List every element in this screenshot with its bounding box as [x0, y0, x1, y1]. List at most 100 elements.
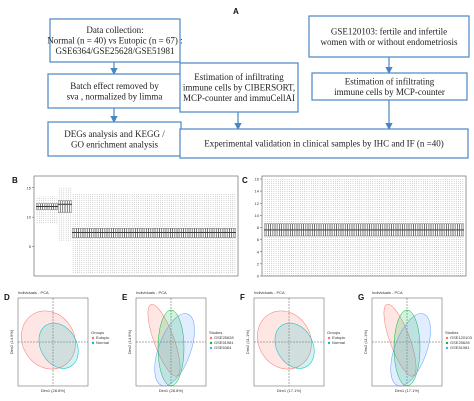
box — [109, 228, 112, 238]
box — [85, 228, 88, 238]
legend-label: Eutopic — [332, 335, 345, 340]
legend-swatch — [445, 341, 449, 345]
confidence-ellipse — [274, 322, 315, 369]
box — [102, 228, 105, 238]
x-axis-label: Dim1 (28.8%) — [159, 388, 184, 393]
box — [72, 228, 75, 238]
x-axis-label: Dim1 (17.1%) — [277, 388, 302, 393]
box — [174, 228, 177, 238]
box — [170, 228, 173, 238]
legend-swatch — [91, 336, 95, 340]
legend-swatch — [327, 341, 331, 345]
pca-title: Individuals - PCA — [254, 290, 285, 295]
box — [177, 228, 180, 238]
box — [216, 228, 219, 238]
box — [159, 228, 162, 238]
y-axis-label: Dim2 (14.9%) — [9, 329, 14, 354]
pca-title: Individuals - PCA — [136, 290, 167, 295]
flow-node-text: GSE6364/GSE25628/GSE51981 — [55, 46, 174, 56]
legend-swatch — [445, 346, 449, 350]
box — [209, 228, 212, 238]
box — [179, 228, 182, 238]
box — [181, 228, 184, 238]
plot-frame — [33, 175, 239, 277]
box — [144, 228, 147, 238]
flow-node-text: DEGs analysis and KEGG / — [64, 129, 165, 139]
box — [146, 228, 149, 238]
box — [115, 228, 118, 238]
box — [82, 228, 86, 238]
box — [211, 228, 215, 238]
box — [207, 228, 210, 238]
box — [137, 228, 140, 238]
box — [190, 228, 193, 238]
flow-node-text: Estimation of infiltrating — [345, 76, 435, 86]
box — [192, 228, 195, 238]
panel-label: D — [4, 293, 10, 302]
box — [172, 228, 175, 238]
panel-label: B — [12, 176, 18, 185]
box — [62, 200, 65, 213]
box — [122, 228, 125, 238]
confidence-ellipse — [390, 313, 431, 387]
legend-title: Groups — [91, 330, 104, 335]
legend-label: GSE25628 — [450, 340, 470, 345]
flow-node-text: Experimental validation in clinical samp… — [204, 139, 444, 149]
flow-node-text: immune cells by MCP-counter — [334, 87, 445, 97]
box — [69, 200, 72, 213]
flow-node-text: Estimation of infiltrating — [194, 72, 284, 82]
box — [157, 228, 160, 238]
y-tick-label: 6 — [257, 237, 260, 242]
flow-node — [311, 72, 468, 101]
y-axis-label: Dim2 (11.1%) — [363, 329, 368, 354]
box — [96, 228, 99, 238]
box — [163, 228, 166, 238]
legend-label: GSE25628 — [214, 335, 234, 340]
box — [135, 228, 138, 238]
y-tick-label: 5 — [29, 244, 32, 249]
confidence-ellipse — [147, 304, 181, 377]
box — [76, 228, 79, 238]
box — [107, 228, 110, 238]
pca-title: Individuals - PCA — [18, 290, 49, 295]
flow-node-text: immune cells by CIBERSORT, — [183, 83, 295, 93]
box — [150, 228, 153, 238]
y-tick-label: 0 — [257, 274, 260, 279]
box — [87, 228, 90, 238]
y-tick-label: 2 — [257, 261, 260, 266]
box — [104, 228, 107, 238]
box — [139, 228, 142, 238]
panel-label: F — [240, 293, 245, 302]
y-axis-label: Dim2 (11.1%) — [245, 329, 250, 354]
panel-label: G — [358, 293, 364, 302]
box — [203, 228, 206, 238]
box — [222, 228, 226, 238]
legend-swatch — [91, 341, 95, 345]
legend-label: GSE51981 — [214, 340, 234, 345]
box — [214, 228, 217, 238]
flow-node-text: sva , normalized by limma — [67, 91, 163, 101]
confidence-ellipse — [383, 304, 417, 377]
panel-label: E — [122, 293, 128, 302]
box — [183, 228, 186, 238]
box — [126, 228, 129, 238]
box — [155, 228, 158, 238]
box — [161, 228, 164, 238]
box — [58, 200, 61, 213]
box — [205, 228, 208, 238]
flow-node — [308, 15, 470, 58]
confidence-ellipse — [38, 322, 79, 369]
panel-label: A — [233, 7, 239, 16]
box — [131, 228, 134, 238]
box — [80, 228, 83, 238]
box — [111, 228, 114, 238]
box — [218, 228, 221, 238]
flow-node-text: Batch effect removed by — [70, 81, 159, 91]
legend-title: Studies — [209, 330, 222, 335]
y-tick-label: 16 — [255, 177, 260, 182]
box — [231, 228, 234, 238]
y-tick-label: 4 — [257, 249, 260, 254]
panel-label: C — [242, 176, 248, 185]
box — [148, 228, 151, 238]
